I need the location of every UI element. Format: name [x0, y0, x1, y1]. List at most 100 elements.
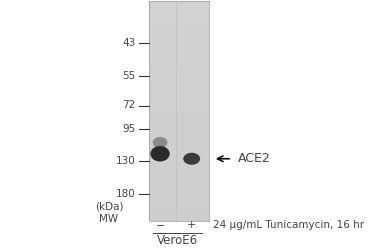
Bar [149, 188, 209, 190]
Bar [149, 183, 209, 184]
Bar [149, 22, 209, 23]
Bar [149, 32, 209, 34]
Bar [149, 1, 209, 221]
Bar [149, 74, 209, 76]
Bar [149, 162, 209, 164]
Bar [149, 73, 209, 74]
Bar [149, 174, 209, 176]
Bar [149, 100, 209, 102]
Bar [149, 139, 209, 140]
Bar [149, 20, 209, 22]
Text: −: − [156, 220, 165, 230]
Bar [149, 135, 209, 137]
Bar [149, 208, 209, 210]
Bar [149, 5, 209, 7]
Bar [149, 71, 209, 73]
Bar [149, 91, 209, 93]
Bar [149, 218, 209, 220]
Bar [149, 56, 209, 58]
Bar [149, 164, 209, 166]
Text: 95: 95 [122, 124, 136, 134]
Bar [149, 86, 209, 87]
Bar [149, 184, 209, 186]
Bar [149, 140, 209, 142]
Bar [149, 199, 209, 201]
Bar [149, 148, 209, 150]
Bar [149, 142, 209, 144]
Bar [149, 52, 209, 54]
Bar [149, 181, 209, 183]
Bar [149, 117, 209, 118]
Bar [149, 166, 209, 168]
Bar [149, 16, 209, 18]
Bar [149, 10, 209, 12]
Bar [149, 220, 209, 221]
Bar [149, 89, 209, 91]
Bar [149, 98, 209, 100]
Bar [149, 76, 209, 78]
Bar [149, 192, 209, 194]
Bar [149, 18, 209, 20]
Ellipse shape [152, 137, 167, 148]
Bar [149, 216, 209, 218]
Bar [149, 30, 209, 32]
Bar [149, 8, 209, 10]
Bar [149, 64, 209, 66]
Bar [149, 155, 209, 157]
Bar [149, 190, 209, 192]
Bar [149, 102, 209, 104]
Bar [149, 78, 209, 80]
Bar [149, 67, 209, 69]
Text: +: + [187, 220, 196, 230]
Bar [149, 206, 209, 208]
Bar [149, 168, 209, 170]
Text: ACE2: ACE2 [238, 152, 270, 165]
Bar [149, 157, 209, 159]
Bar [149, 80, 209, 82]
Bar [149, 198, 209, 199]
Text: 72: 72 [122, 100, 136, 110]
Bar [149, 38, 209, 40]
Bar [149, 104, 209, 106]
Ellipse shape [183, 153, 200, 165]
Text: MW: MW [99, 214, 119, 224]
Bar [149, 111, 209, 113]
Bar [149, 170, 209, 172]
Bar [149, 7, 209, 8]
Ellipse shape [151, 146, 170, 162]
Text: (kDa): (kDa) [95, 201, 123, 211]
Bar [149, 210, 209, 212]
Bar [149, 110, 209, 111]
Bar [149, 196, 209, 198]
Bar [149, 176, 209, 177]
Bar [149, 146, 209, 148]
Bar [149, 96, 209, 98]
Bar [149, 51, 209, 52]
Bar [149, 36, 209, 38]
Bar [149, 130, 209, 132]
Bar [149, 54, 209, 56]
Bar [149, 152, 209, 154]
Bar [149, 60, 209, 62]
Bar [149, 144, 209, 146]
Bar [149, 27, 209, 29]
Bar [149, 201, 209, 203]
Bar [149, 95, 209, 96]
Bar [149, 106, 209, 108]
Bar [149, 150, 209, 152]
Bar [149, 47, 209, 49]
Bar [149, 108, 209, 110]
Text: 43: 43 [122, 38, 136, 48]
Bar [149, 1, 209, 3]
Text: 24 µg/mL Tunicamycin, 16 hr: 24 µg/mL Tunicamycin, 16 hr [213, 220, 364, 230]
Bar [149, 137, 209, 139]
Bar [149, 69, 209, 71]
Bar [149, 212, 209, 214]
Bar [149, 120, 209, 122]
Bar [149, 118, 209, 120]
Bar [149, 133, 209, 135]
Bar [149, 58, 209, 60]
Bar [149, 205, 209, 206]
Text: VeroE6: VeroE6 [157, 234, 198, 247]
Bar [149, 128, 209, 130]
